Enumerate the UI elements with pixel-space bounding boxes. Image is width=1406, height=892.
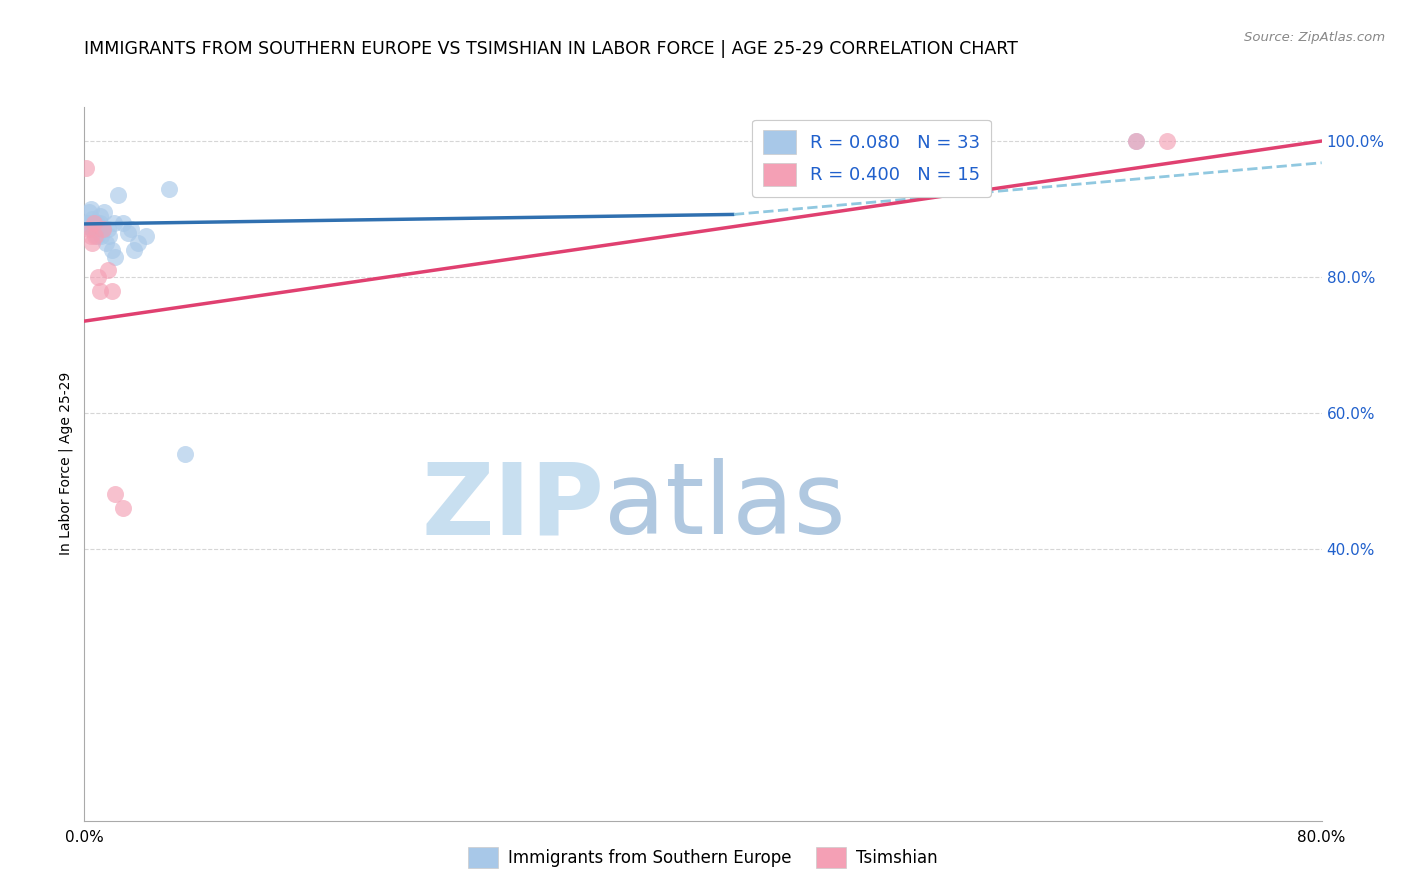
Point — [79, 229, 101, 244]
Text: IMMIGRANTS FROM SOUTHERN EUROPE VS TSIMSHIAN IN LABOR FORCE | AGE 25-29 CORRELAT: IMMIGRANTS FROM SOUTHERN EUROPE VS TSIMS… — [84, 40, 1018, 58]
Point — [97, 222, 120, 236]
Point — [128, 235, 150, 250]
Point — [1125, 134, 1147, 148]
Point — [83, 216, 105, 230]
Point — [91, 222, 114, 236]
Point — [75, 216, 97, 230]
Point — [117, 226, 139, 240]
Point — [135, 229, 157, 244]
Point — [112, 216, 135, 230]
Point — [76, 219, 98, 233]
Point — [101, 284, 124, 298]
Point — [77, 222, 100, 236]
Point — [120, 222, 142, 236]
Point — [82, 212, 104, 227]
Point — [90, 229, 112, 244]
Point — [1125, 134, 1147, 148]
Point — [89, 284, 111, 298]
Point — [104, 250, 127, 264]
Legend: R = 0.080   N = 33, R = 0.400   N = 15: R = 0.080 N = 33, R = 0.400 N = 15 — [752, 120, 991, 197]
Point — [104, 487, 127, 501]
Point — [83, 216, 105, 230]
Point — [159, 181, 181, 195]
Point — [82, 222, 104, 236]
Point — [89, 209, 111, 223]
Point — [82, 235, 104, 250]
Point — [1156, 134, 1178, 148]
Point — [79, 202, 101, 216]
Point — [87, 219, 110, 233]
Point — [86, 216, 108, 230]
Point — [91, 222, 114, 236]
Point — [112, 501, 135, 516]
Point — [84, 229, 107, 244]
Point — [77, 216, 100, 230]
Point — [122, 243, 145, 257]
Point — [77, 205, 100, 219]
Text: atlas: atlas — [605, 458, 845, 555]
Point — [84, 222, 107, 236]
Point — [89, 216, 111, 230]
Point — [103, 216, 125, 230]
Y-axis label: In Labor Force | Age 25-29: In Labor Force | Age 25-29 — [59, 372, 73, 556]
Point — [174, 447, 197, 461]
Point — [87, 269, 110, 284]
Point — [93, 205, 115, 219]
Point — [94, 235, 117, 250]
Point — [97, 263, 120, 277]
Point — [101, 243, 124, 257]
Point — [98, 229, 121, 244]
Text: Source: ZipAtlas.com: Source: ZipAtlas.com — [1244, 31, 1385, 45]
Point — [86, 229, 108, 244]
Point — [75, 161, 97, 176]
Legend: Immigrants from Southern Europe, Tsimshian: Immigrants from Southern Europe, Tsimshi… — [461, 840, 945, 875]
Text: ZIP: ZIP — [422, 458, 605, 555]
Point — [107, 188, 129, 202]
